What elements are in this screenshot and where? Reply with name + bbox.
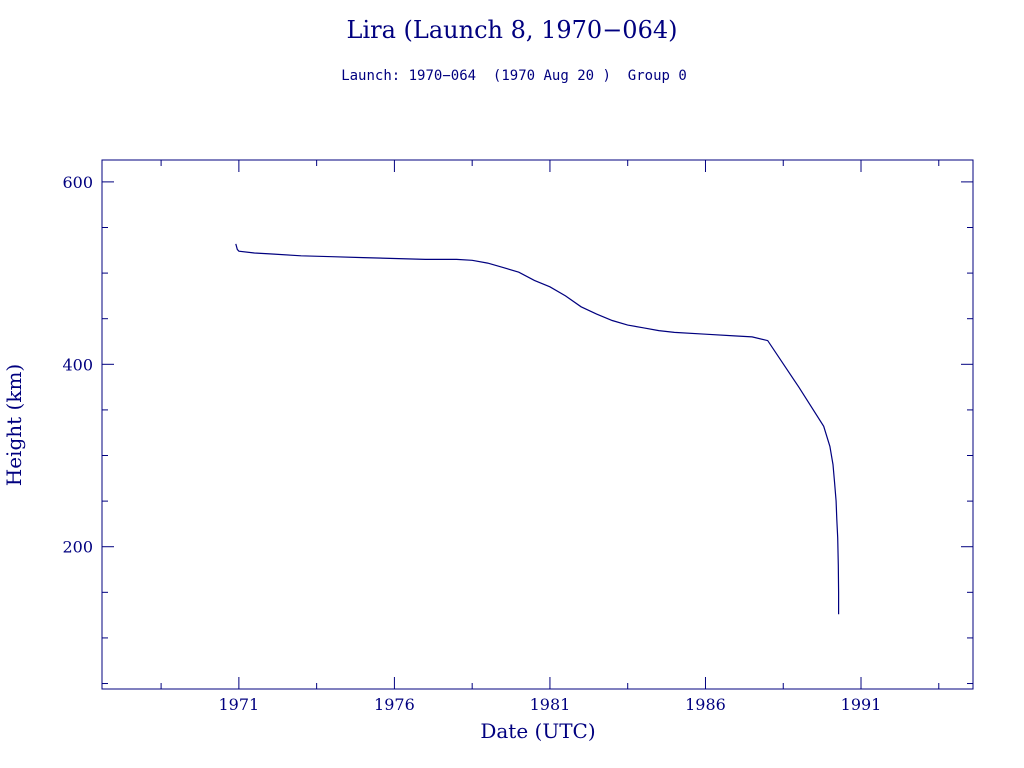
x-tick-label: 1986: [685, 695, 726, 714]
x-axis-title: Date (UTC): [480, 719, 595, 743]
x-tick-label: 1971: [219, 695, 260, 714]
x-tick-label: 1991: [841, 695, 882, 714]
y-tick-label: 400: [62, 355, 93, 374]
height-series-line: [235, 243, 840, 615]
chart-subtitle: Launch: 1970−064 (1970 Aug 20 ) Group 0: [341, 68, 687, 84]
axis-ticks: [102, 160, 973, 689]
x-tick-label: 1976: [374, 695, 415, 714]
y-tick-labels: 200 400 600: [62, 173, 93, 557]
y-tick-label: 200: [62, 538, 93, 557]
x-tick-labels: 1971 1976 1981 1986 1991: [219, 695, 882, 714]
x-tick-label: 1981: [530, 695, 571, 714]
y-tick-label: 600: [62, 173, 93, 192]
y-axis-title: Height (km): [2, 364, 26, 486]
chart-title: Lira (Launch 8, 1970−064): [347, 16, 678, 44]
plot-frame: [101, 159, 974, 690]
